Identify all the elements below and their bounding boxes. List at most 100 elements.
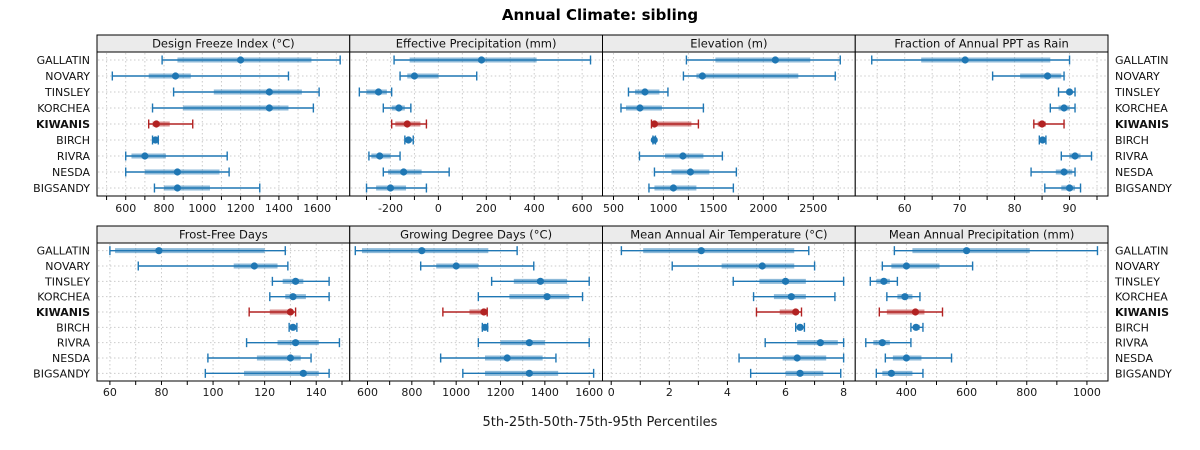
series-nesda [738,353,845,363]
series-birch [650,135,658,145]
series-bigsandy [1044,183,1082,193]
axis-tick-label: 600 [572,202,593,215]
median-dot [289,323,297,331]
site-label-left-nesda: NESDA [52,352,90,365]
axis-tick-label: 600 [357,386,378,399]
site-label-left-kiwanis: KIWANIS [36,118,90,131]
median-dot [781,277,790,285]
series-rivra [1060,151,1093,161]
site-label-left-gallatin: GALLATIN [37,245,90,258]
axis-tick-label: 4 [724,386,731,399]
site-label-left-birch: BIRCH [56,321,90,334]
series-gallatin [393,55,592,65]
axis-tick-label: 800 [401,386,422,399]
site-label-right-novary: NOVARY [1115,70,1160,83]
panel-elevation-m: Elevation (m) 500 1000 1500 2000 2500 [602,34,856,215]
site-label-left-korchea: KORCHEA [37,102,90,115]
panel-effective-precipitation-mm: Effective Precipitation (mm) -200 0 200 400 6… [349,34,603,215]
site-label-left-bigsandy: BIGSANDY [33,182,90,195]
axis-tick-label: 1000 [1073,386,1101,399]
site-label-left-nesda: NESDA [52,166,90,179]
series-novary [111,71,290,81]
site-label-right-korchea: KORCHEA [1115,291,1168,304]
median-dot [698,72,707,80]
site-label-left-tinsley: TINSLEY [44,275,90,288]
median-dot [887,369,895,377]
axis-tick-label: 140 [306,386,327,399]
series-tinsley [627,87,669,97]
median-dot [265,88,273,96]
site-label-left-rivra: RIVRA [57,150,91,163]
panel-strip-title: Mean Annual Air Temperature (°C) [630,228,827,242]
series-kiwanis [147,119,194,129]
series-tinsley [490,276,590,286]
median-dot [650,136,658,144]
median-dot [911,308,920,316]
series-kiwanis [442,307,488,317]
site-label-right-kiwanis: KIWANIS [1115,306,1169,319]
median-dot [901,293,909,301]
series-birch [481,322,489,332]
axis-tick-label: 100 [203,386,224,399]
axis-tick-label: 1500 [699,202,727,215]
median-dot [525,369,533,377]
site-label-right-kiwanis: KIWANIS [1115,118,1169,131]
series-korchea [886,292,921,302]
median-dot [669,184,678,192]
median-dot [796,369,804,377]
site-label-left-kiwanis: KIWANIS [36,306,90,319]
series-bigsandy [648,183,735,193]
series-novary [881,261,974,271]
median-dot [1060,168,1068,176]
median-dot [878,339,886,347]
chart-title: Annual Climate: sibling [501,6,699,24]
series-kiwanis [878,307,944,317]
median-dot [543,293,551,301]
series-nesda [884,353,953,363]
axis-tick-label: 1400 [531,386,559,399]
series-tinsley [271,276,330,286]
series-rivra [638,151,724,161]
median-dot [962,247,971,255]
panel-design-freeze-index-c: Design Freeze Index (°C) 600 800 1000 1200 14… [96,34,351,215]
axis-tick-label: 90 [1063,202,1077,215]
median-dot [1065,184,1074,192]
site-label-right-gallatin: GALLATIN [1115,54,1168,67]
median-dot [686,168,695,176]
panel-mean-annual-precipitation-mm: Mean Annual Precipitation (mm) 400 600 800 1… [854,225,1109,399]
panel-strip-title: Frost-Free Days [179,228,268,242]
median-dot [400,168,408,176]
series-gallatin [109,246,286,256]
panel-growing-degree-days-c: Growing Degree Days (°C) 600 800 1000 1200 14… [349,225,603,399]
panel-mean-annual-air-temperature-c: Mean Annual Air Temperature (°C) 0 2 4 6 8 [602,225,856,399]
site-label-left-korchea: KORCHEA [37,291,90,304]
median-dot [641,88,649,96]
series-novary [682,71,836,81]
series-novary [399,71,478,81]
site-label-left-birch: BIRCH [56,134,90,147]
series-birch [151,135,160,145]
axis-tick-label: 1000 [649,202,677,215]
median-dot [452,262,460,270]
series-bigsandy [365,183,428,193]
axis-tick-label: 1400 [265,202,293,215]
median-dot [289,293,297,301]
site-label-right-tinsley: TINSLEY [1114,86,1160,99]
axis-tick-label: 600 [115,202,136,215]
axis-tick-label: 80 [1008,202,1022,215]
series-novary [137,261,289,271]
axis-tick-label: 2 [666,386,673,399]
median-dot [151,136,160,144]
median-dot [418,247,426,255]
series-rivra [865,338,912,348]
axis-tick-label: 400 [524,202,545,215]
panel-frost-free-days: Frost-Free Days 60 80 100 120 140 [96,225,351,399]
median-dot [141,152,149,160]
axis-tick-label: 500 [603,202,624,215]
median-dot [404,136,413,144]
site-label-right-tinsley: TINSLEY [1114,275,1160,288]
series-rivra [125,151,228,161]
axis-tick-label: 2000 [749,202,777,215]
series-bigsandy [204,368,330,378]
median-dot [636,104,644,112]
